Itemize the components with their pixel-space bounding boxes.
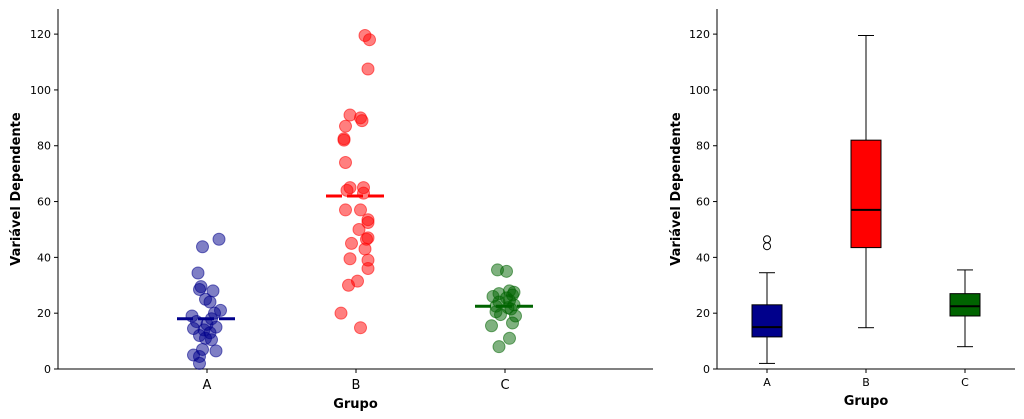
strip-plot-panel: 0 20 40 60 80 100 120 A B C Grupo Variável Dependen… [9,9,653,412]
right-y-tick-label: 60 [696,196,710,209]
left-y-tick-label: 40 [37,251,51,264]
data-point-b [354,203,367,217]
data-point-b [352,222,366,236]
data-point-b [355,114,369,128]
right-x-axis-label: Grupo [844,394,889,409]
data-point-a [209,344,223,358]
right-x-tick-label: B [862,376,870,389]
data-point-c [506,316,519,330]
data-point-b [342,278,355,292]
left-x-tick-label: C [500,378,509,393]
data-point-c [494,308,507,322]
outlier-a [763,235,771,244]
right-y-tick-label: 120 [689,28,710,41]
data-point-c [485,319,498,333]
right-y-tick-label: 100 [689,84,710,97]
data-point-b [354,321,367,335]
data-point-a [193,282,206,296]
left-y-tick-label: 120 [30,28,51,41]
data-point-b [361,262,375,276]
data-point-a [191,266,205,280]
right-y-tick-label: 40 [696,251,710,264]
right-y-tick-label: 80 [696,140,710,153]
data-point-b [339,155,352,169]
left-y-tick-label: 20 [37,307,51,320]
data-point-b [363,33,376,47]
right-x-tick-label: A [763,376,771,389]
left-y-axis-label: Variável Dependente [9,112,24,266]
box-a [751,304,783,338]
left-x-tick-label: B [352,378,361,393]
left-y-tick-label: 60 [37,196,51,209]
left-y-tick-label: 100 [30,84,51,97]
data-point-a [203,295,217,309]
data-point-b [337,133,351,147]
box-c [949,293,981,317]
data-point-b [361,215,375,229]
data-point-a [205,333,218,347]
data-point-b [345,236,358,250]
data-point-b [339,203,352,217]
right-y-tick-label: 0 [703,363,710,376]
left-y-tick-label: 0 [44,363,51,376]
data-point-a [212,232,226,246]
data-point-b [339,119,352,133]
left-x-axis-label: Grupo [333,397,378,412]
box-plot-panel: 0 20 40 60 80 100 120 A B C Grupo Variável Dependen… [669,9,1015,409]
right-y-axis-label: Variável Dependente [669,112,684,266]
data-point-a [193,356,206,370]
box-b [850,139,882,249]
data-point-c [492,340,506,354]
data-point-c [503,331,516,345]
right-x-tick-label: C [961,376,969,389]
left-y-tick-label: 80 [37,140,51,153]
data-point-b [343,252,357,266]
data-point-b [334,306,348,320]
data-point-b [358,242,372,256]
left-x-tick-label: A [203,378,212,393]
outlier-a [763,242,771,251]
right-y-tick-label: 20 [696,307,710,320]
data-point-c [500,264,513,278]
data-point-a [196,240,209,254]
data-point-b [361,62,375,76]
